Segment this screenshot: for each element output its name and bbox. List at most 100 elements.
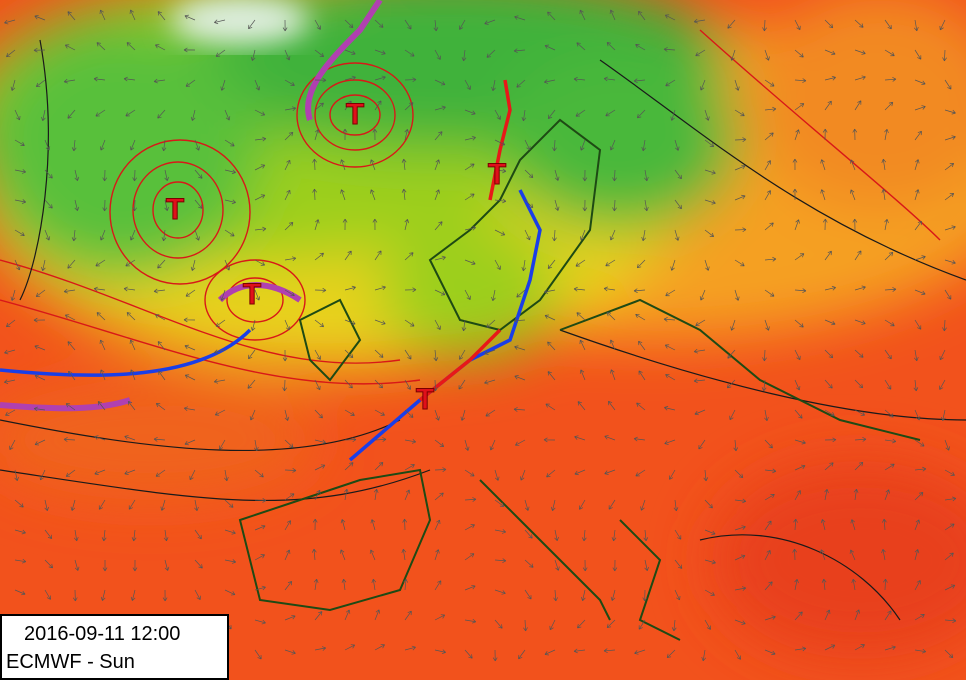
- wind-arrow: [494, 619, 503, 629]
- wind-arrow: [129, 229, 136, 241]
- wind-arrow: [914, 130, 922, 141]
- wind-arrow: [224, 259, 231, 271]
- wind-arrow: [284, 79, 295, 86]
- wind-arrow: [575, 109, 586, 117]
- wind-arrow: [884, 77, 897, 82]
- wind-arrow: [669, 469, 676, 480]
- wind-arrow: [671, 619, 677, 632]
- wind-arrow: [434, 519, 441, 531]
- wind-arrow: [638, 10, 646, 21]
- wind-arrow: [339, 549, 346, 561]
- wind-arrow: [854, 349, 864, 358]
- wind-arrow: [4, 349, 16, 355]
- wind-arrow: [764, 649, 776, 656]
- wind-arrow: [573, 648, 586, 654]
- wind-arrow: [516, 79, 526, 88]
- wind-arrow: [14, 529, 26, 535]
- wind-arrow: [284, 106, 297, 111]
- wind-arrow: [733, 439, 739, 452]
- wind-arrow: [579, 339, 586, 351]
- wind-arrow: [14, 199, 27, 204]
- wind-arrow: [764, 49, 770, 61]
- wind-arrow: [610, 589, 616, 601]
- wind-arrow: [704, 199, 716, 205]
- wind-arrow: [939, 19, 946, 31]
- wind-arrow: [464, 225, 476, 231]
- wind-arrow: [944, 523, 955, 531]
- wind-arrow: [14, 109, 21, 121]
- wind-arrow: [914, 466, 927, 472]
- wind-arrow: [63, 437, 76, 442]
- wind-arrow: [939, 379, 946, 390]
- wind-arrow: [764, 409, 769, 422]
- wind-arrow: [944, 552, 954, 561]
- wind-arrow: [224, 229, 235, 237]
- wind-arrow: [606, 42, 616, 51]
- wind-arrow: [494, 499, 505, 507]
- wind-arrow: [494, 168, 507, 174]
- wind-arrow: [14, 259, 21, 271]
- wind-arrow: [404, 19, 412, 30]
- low-label: T: [416, 383, 434, 416]
- low-label: T: [346, 98, 364, 131]
- wind-arrow: [543, 289, 556, 294]
- wind-arrow: [401, 548, 407, 561]
- wind-arrow: [524, 499, 530, 511]
- isobars-red: [0, 29, 941, 385]
- wind-arrow: [576, 42, 586, 51]
- wind-arrow: [794, 103, 805, 111]
- wind-arrow: [342, 128, 348, 141]
- wind-arrow: [434, 492, 444, 501]
- wind-arrow: [665, 289, 676, 297]
- wind-arrow: [794, 578, 799, 591]
- wind-arrow: [464, 618, 477, 624]
- wind-arrow: [852, 218, 858, 231]
- wind-arrow: [314, 646, 327, 651]
- wind-arrow: [9, 439, 16, 451]
- wind-arrow: [884, 489, 890, 501]
- wind-arrow: [6, 49, 16, 58]
- wind-arrow: [822, 128, 828, 141]
- wind-arrow: [314, 219, 320, 231]
- wind-arrow: [794, 253, 805, 261]
- info-box-frame: [0, 614, 229, 680]
- wind-arrow: [727, 19, 736, 29]
- wind-arrow: [637, 109, 646, 119]
- wind-arrow: [734, 586, 747, 591]
- wind-arrow: [552, 229, 557, 242]
- wind-arrow: [582, 169, 588, 182]
- wind-arrow: [185, 289, 196, 297]
- wind-arrow: [183, 406, 196, 412]
- wind-arrow: [764, 289, 775, 297]
- wind-arrow: [884, 218, 889, 231]
- wind-arrow: [282, 19, 288, 32]
- wind-arrow: [524, 139, 531, 151]
- wind-arrow: [914, 105, 926, 111]
- wind-arrow: [762, 19, 767, 32]
- wind-arrow: [434, 105, 446, 111]
- wind-arrow: [824, 409, 835, 417]
- wind-arrow: [794, 611, 803, 621]
- wind-arrow: [606, 311, 616, 321]
- wind-arrow: [95, 259, 106, 267]
- wind-arrow: [644, 169, 649, 182]
- wind-arrow: [97, 401, 106, 411]
- wind-arrow: [402, 518, 408, 531]
- wind-arrow: [4, 19, 16, 25]
- wind-arrow: [184, 439, 196, 446]
- wind-arrow: [794, 319, 804, 328]
- wind-arrow: [704, 499, 713, 509]
- wind-arrow: [284, 49, 291, 61]
- wind-arrow: [734, 164, 746, 171]
- wind-arrow: [854, 409, 865, 416]
- wind-arrow: [314, 489, 321, 501]
- wind-arrow: [914, 79, 926, 86]
- wind-arrow: [99, 369, 106, 381]
- wind-arrow: [793, 518, 798, 531]
- wind-arrow: [164, 199, 169, 211]
- wind-arrow: [284, 580, 293, 591]
- wind-arrow: [704, 529, 716, 536]
- wind-arrow: [164, 559, 170, 571]
- wind-arrow: [284, 439, 294, 448]
- wind-arrow: [524, 529, 533, 539]
